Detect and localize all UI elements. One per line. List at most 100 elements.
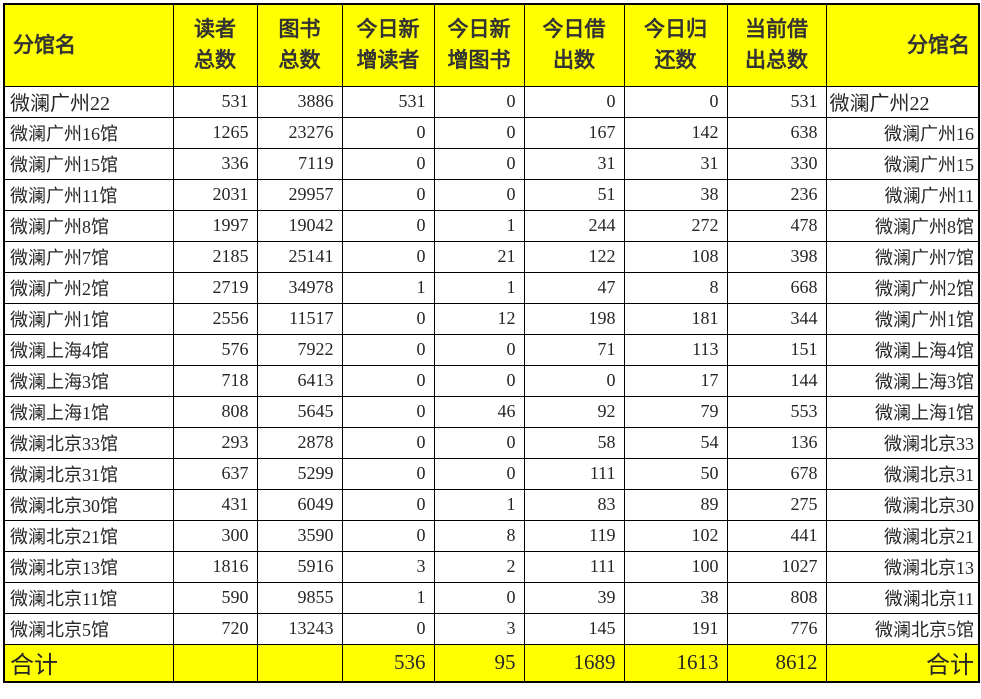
cell-name[interactable]: 微澜北京11馆 bbox=[3, 581, 174, 614]
cell-readers[interactable]: 1816 bbox=[172, 550, 258, 583]
cell-new-readers[interactable]: 0 bbox=[341, 147, 435, 180]
cell-returned-today[interactable]: 142 bbox=[623, 116, 728, 149]
cell-books[interactable]: 6413 bbox=[256, 364, 343, 397]
cell-returned-today[interactable]: 50 bbox=[623, 457, 728, 490]
cell-returned-today[interactable]: 54 bbox=[623, 426, 728, 459]
cell-readers[interactable]: 720 bbox=[172, 612, 258, 645]
cell-readers[interactable]: 590 bbox=[172, 581, 258, 614]
cell-new-books[interactable]: 46 bbox=[433, 395, 525, 428]
cell-new-readers[interactable]: 0 bbox=[341, 426, 435, 459]
cell-new-readers[interactable]: 0 bbox=[341, 488, 435, 521]
cell-books[interactable]: 13243 bbox=[256, 612, 343, 645]
cell-new-books[interactable]: 0 bbox=[433, 178, 525, 211]
cell-name-right[interactable]: 微澜北京33 bbox=[825, 426, 980, 459]
cell-current-lent[interactable]: 808 bbox=[726, 581, 827, 614]
cell-new-readers[interactable]: 0 bbox=[341, 116, 435, 149]
cell-new-books[interactable]: 1 bbox=[433, 271, 525, 304]
cell-books[interactable]: 7922 bbox=[256, 333, 343, 366]
cell-new-books[interactable]: 12 bbox=[433, 302, 525, 335]
cell-readers[interactable]: 1265 bbox=[172, 116, 258, 149]
cell-lent-today[interactable]: 119 bbox=[523, 519, 625, 552]
header-total-readers[interactable]: 读者 总数 bbox=[172, 3, 258, 87]
header-returned-today[interactable]: 今日归 还数 bbox=[623, 3, 728, 87]
cell-new-readers[interactable]: 0 bbox=[341, 333, 435, 366]
cell-name-right[interactable]: 微澜北京11 bbox=[825, 581, 980, 614]
cell-name-right[interactable]: 微澜上海3馆 bbox=[825, 364, 980, 397]
cell-books[interactable]: 25141 bbox=[256, 240, 343, 273]
cell-returned-today[interactable]: 38 bbox=[623, 178, 728, 211]
cell-new-readers[interactable]: 0 bbox=[341, 612, 435, 645]
cell-returned-today[interactable]: 89 bbox=[623, 488, 728, 521]
total-label-right-cell[interactable]: 合计 bbox=[825, 643, 980, 683]
cell-returned-today[interactable]: 79 bbox=[623, 395, 728, 428]
cell-returned-today[interactable]: 31 bbox=[623, 147, 728, 180]
cell-name[interactable]: 微澜北京21馆 bbox=[3, 519, 174, 552]
cell-new-readers[interactable]: 0 bbox=[341, 395, 435, 428]
cell-readers[interactable]: 293 bbox=[172, 426, 258, 459]
header-total-books[interactable]: 图书 总数 bbox=[256, 3, 343, 87]
cell-readers[interactable]: 637 bbox=[172, 457, 258, 490]
header-current-lent-total[interactable]: 当前借 出总数 bbox=[726, 3, 827, 87]
cell-name-right[interactable]: 微澜北京5馆 bbox=[825, 612, 980, 645]
cell-name-right[interactable]: 微澜广州22 bbox=[825, 85, 980, 118]
cell-returned-today[interactable]: 8 bbox=[623, 271, 728, 304]
cell-current-lent[interactable]: 151 bbox=[726, 333, 827, 366]
cell-returned-today[interactable]: 0 bbox=[623, 85, 728, 118]
cell-name[interactable]: 微澜广州2馆 bbox=[3, 271, 174, 304]
cell-name-right[interactable]: 微澜上海4馆 bbox=[825, 333, 980, 366]
cell-current-lent[interactable]: 668 bbox=[726, 271, 827, 304]
cell-new-readers[interactable]: 0 bbox=[341, 457, 435, 490]
cell-books[interactable]: 7119 bbox=[256, 147, 343, 180]
cell-name[interactable]: 微澜广州16馆 bbox=[3, 116, 174, 149]
cell-new-readers[interactable]: 0 bbox=[341, 302, 435, 335]
header-lent-today[interactable]: 今日借 出数 bbox=[523, 3, 625, 87]
cell-readers[interactable]: 1997 bbox=[172, 209, 258, 242]
cell-current-lent[interactable]: 678 bbox=[726, 457, 827, 490]
cell-name-right[interactable]: 微澜上海1馆 bbox=[825, 395, 980, 428]
cell-new-readers[interactable]: 1 bbox=[341, 581, 435, 614]
cell-lent-today[interactable]: 47 bbox=[523, 271, 625, 304]
cell-books[interactable]: 23276 bbox=[256, 116, 343, 149]
cell-new-books[interactable]: 0 bbox=[433, 147, 525, 180]
cell-lent-today[interactable]: 31 bbox=[523, 147, 625, 180]
cell-new-books[interactable]: 0 bbox=[433, 457, 525, 490]
cell-current-lent[interactable]: 441 bbox=[726, 519, 827, 552]
cell-name-right[interactable]: 微澜广州15 bbox=[825, 147, 980, 180]
cell-name[interactable]: 微澜广州22 bbox=[3, 85, 174, 118]
cell-name-right[interactable]: 微澜广州11 bbox=[825, 178, 980, 211]
cell-new-books[interactable]: 3 bbox=[433, 612, 525, 645]
cell-current-lent[interactable]: 638 bbox=[726, 116, 827, 149]
total-label-cell[interactable]: 合计 bbox=[3, 643, 174, 683]
cell-lent-today[interactable]: 122 bbox=[523, 240, 625, 273]
cell-new-books[interactable]: 0 bbox=[433, 116, 525, 149]
cell-lent-today[interactable]: 145 bbox=[523, 612, 625, 645]
cell-lent-today[interactable]: 0 bbox=[523, 85, 625, 118]
cell-returned-today[interactable]: 191 bbox=[623, 612, 728, 645]
cell-name[interactable]: 微澜北京13馆 bbox=[3, 550, 174, 583]
total-new-readers-cell[interactable]: 536 bbox=[341, 643, 435, 683]
cell-new-readers[interactable]: 0 bbox=[341, 178, 435, 211]
cell-readers[interactable]: 2556 bbox=[172, 302, 258, 335]
cell-name[interactable]: 微澜北京33馆 bbox=[3, 426, 174, 459]
cell-lent-today[interactable]: 58 bbox=[523, 426, 625, 459]
cell-returned-today[interactable]: 108 bbox=[623, 240, 728, 273]
cell-readers[interactable]: 336 bbox=[172, 147, 258, 180]
cell-current-lent[interactable]: 398 bbox=[726, 240, 827, 273]
cell-books[interactable]: 5299 bbox=[256, 457, 343, 490]
cell-lent-today[interactable]: 83 bbox=[523, 488, 625, 521]
cell-name[interactable]: 微澜广州8馆 bbox=[3, 209, 174, 242]
cell-returned-today[interactable]: 17 bbox=[623, 364, 728, 397]
cell-lent-today[interactable]: 0 bbox=[523, 364, 625, 397]
cell-name[interactable]: 微澜北京5馆 bbox=[3, 612, 174, 645]
cell-readers[interactable]: 2031 bbox=[172, 178, 258, 211]
total-current-lent-cell[interactable]: 8612 bbox=[726, 643, 827, 683]
cell-books[interactable]: 5645 bbox=[256, 395, 343, 428]
total-returned-today-cell[interactable]: 1613 bbox=[623, 643, 728, 683]
cell-name-right[interactable]: 微澜广州1馆 bbox=[825, 302, 980, 335]
cell-name[interactable]: 微澜广州7馆 bbox=[3, 240, 174, 273]
cell-name[interactable]: 微澜广州11馆 bbox=[3, 178, 174, 211]
cell-new-readers[interactable]: 0 bbox=[341, 240, 435, 273]
cell-name-right[interactable]: 微澜广州16 bbox=[825, 116, 980, 149]
cell-name[interactable]: 微澜上海1馆 bbox=[3, 395, 174, 428]
cell-name-right[interactable]: 微澜北京30 bbox=[825, 488, 980, 521]
